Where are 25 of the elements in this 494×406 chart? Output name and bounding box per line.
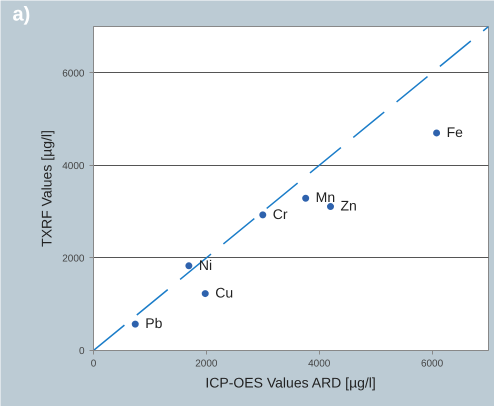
annotation: Ni [198,256,212,273]
y-tick-label: 4000 [62,160,85,172]
point [202,290,209,298]
x-axis-title: ICP-OES Values ARD [µg/l] [205,374,376,390]
point [327,203,334,210]
point [185,262,192,270]
annotation: Mn [316,189,336,206]
y-tick-label: 0 [78,346,85,357]
annotation: Cu [215,284,234,301]
annotation: Cr [272,206,288,222]
chart-title: a) [12,4,30,26]
annotation: Fe [446,124,464,140]
x-tick-label: 4000 [308,358,331,370]
point [433,129,440,136]
x-tick-label: 6000 [420,358,444,370]
x-tick-label: 0 [90,358,97,370]
y-tick-label: 2000 [62,253,85,264]
annotation: Zn [340,198,357,214]
annotation: Pb [145,315,163,332]
y-axis-title: TXRF Values [µg/l] [38,130,54,247]
point [302,194,310,202]
point [132,320,139,328]
y-tick-label: 6000 [62,68,85,80]
point [259,211,266,218]
x-tick-label: 2000 [195,358,218,370]
